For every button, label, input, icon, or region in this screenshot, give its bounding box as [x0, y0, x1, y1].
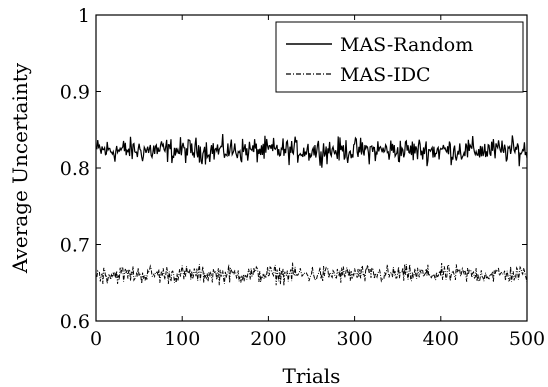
y-axis-label: Average Uncertainty: [8, 62, 32, 274]
y-tick-label: 0.6: [60, 311, 90, 333]
y-tick-label: 0.8: [60, 158, 90, 180]
x-tick-label: 500: [509, 328, 545, 350]
x-tick-label: 0: [90, 328, 102, 350]
series-line-mas-idc: [96, 262, 528, 286]
y-tick-label: 1: [78, 5, 90, 27]
x-tick-label: 300: [336, 328, 372, 350]
x-tick-label: 200: [250, 328, 286, 350]
series-line-mas-random: [96, 134, 528, 168]
legend-box: [275, 21, 524, 93]
x-axis-label: Trials: [283, 364, 341, 387]
legend: MAS-Random MAS-IDC: [275, 21, 524, 93]
y-tick-label: 0.7: [60, 235, 90, 257]
y-tick-label: 0.9: [60, 82, 90, 104]
plot-series-group: [96, 134, 528, 286]
legend-label-mas-random: MAS-Random: [340, 34, 473, 56]
x-tick-label: 100: [164, 328, 200, 350]
legend-label-mas-idc: MAS-IDC: [340, 64, 431, 86]
axis-ticks: 0 100 200 300 400 500 0.6 0.7 0.8 0.9 1: [60, 5, 545, 350]
x-tick-label: 400: [423, 328, 459, 350]
